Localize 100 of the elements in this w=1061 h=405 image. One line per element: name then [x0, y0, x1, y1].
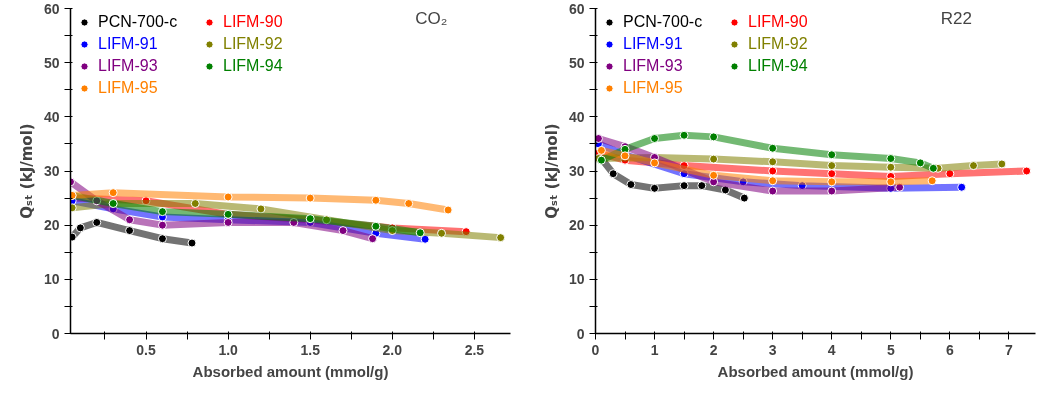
- point: [289, 217, 299, 227]
- point: [305, 193, 315, 203]
- point: [709, 154, 719, 164]
- point: [256, 204, 266, 214]
- point: [1022, 166, 1032, 176]
- y-tick-label: 20: [568, 217, 585, 234]
- point: [768, 166, 778, 176]
- legend-label: LIFM-91: [98, 35, 158, 53]
- point: [404, 199, 414, 208]
- point: [768, 176, 778, 186]
- x-tick-label: 4: [827, 341, 836, 358]
- point: [371, 221, 381, 231]
- y-tick-label: 30: [43, 163, 60, 179]
- point: [141, 196, 151, 206]
- point: [709, 132, 719, 142]
- x-axis-title: Absorbed amount (mmol/g): [192, 362, 389, 380]
- y-tick-label: 20: [43, 217, 60, 234]
- point: [957, 182, 967, 192]
- point: [679, 169, 689, 179]
- legend-label: LIFM-91: [623, 35, 683, 53]
- legend-label: LIFM-90: [223, 13, 283, 31]
- point: [679, 181, 689, 191]
- legend-label: PCN-700-c: [98, 13, 178, 31]
- point: [650, 158, 660, 168]
- point: [827, 186, 837, 196]
- point: [437, 228, 447, 238]
- x-tick-label: 2: [709, 341, 718, 358]
- y-tick-label: 60: [43, 0, 60, 17]
- point: [768, 143, 778, 153]
- point: [223, 192, 233, 202]
- point: [709, 170, 719, 180]
- y-tick-label: 50: [43, 54, 60, 71]
- point: [626, 180, 636, 190]
- point: [443, 205, 453, 215]
- point: [697, 181, 707, 191]
- legend-label: LIFM-95: [623, 79, 683, 97]
- y-tick-label: 0: [576, 325, 585, 342]
- x-tick-label: 2.0: [382, 341, 403, 358]
- point: [997, 159, 1007, 169]
- point: [608, 169, 618, 179]
- legend-label: LIFM-94: [748, 57, 808, 75]
- point: [768, 157, 778, 167]
- point: [415, 228, 425, 238]
- point: [886, 162, 896, 172]
- annotation: R22: [940, 8, 972, 28]
- point: [371, 195, 381, 205]
- point: [895, 182, 905, 192]
- x-tick-label: 1.5: [300, 341, 321, 358]
- x-tick-label: 6: [945, 341, 954, 358]
- point: [338, 226, 348, 236]
- point: [496, 233, 506, 243]
- y-tick-label: 30: [568, 163, 585, 179]
- point: [190, 199, 200, 208]
- x-axis-title: Absorbed amount (mmol/g): [717, 362, 914, 380]
- point: [720, 185, 730, 195]
- legend-label: LIFM-93: [98, 57, 158, 75]
- legend-label: LIFM-92: [748, 35, 808, 53]
- point: [322, 215, 332, 225]
- point: [461, 227, 471, 237]
- point: [108, 188, 118, 198]
- y-axis-title: Qₛₜ (kJ/mol): [17, 123, 36, 219]
- point: [125, 215, 135, 225]
- point: [738, 177, 748, 187]
- x-tick-label: 1: [650, 341, 659, 358]
- point: [827, 177, 837, 187]
- point: [187, 238, 197, 248]
- legend-label: PCN-700-c: [623, 13, 703, 31]
- point: [928, 163, 938, 173]
- point: [420, 234, 430, 244]
- x-tick-label: 7: [1005, 341, 1014, 358]
- point: [927, 176, 937, 186]
- y-tick-label: 10: [43, 271, 60, 288]
- point: [768, 186, 778, 196]
- point: [827, 169, 837, 179]
- point: [797, 181, 807, 191]
- point: [739, 193, 749, 203]
- point: [886, 177, 896, 187]
- point: [650, 183, 660, 193]
- point: [968, 161, 978, 171]
- x-tick-label: 0.5: [136, 341, 156, 358]
- point: [886, 154, 896, 164]
- legend-label: LIFM-90: [748, 13, 808, 31]
- legend-label: LIFM-93: [623, 57, 683, 75]
- x-tick-label: 5: [886, 341, 895, 358]
- point: [368, 234, 378, 244]
- legend-label: LIFM-92: [223, 35, 283, 53]
- point: [75, 223, 85, 233]
- point: [650, 134, 660, 143]
- y-axis-title: Qₛₜ (kJ/mol): [542, 123, 561, 219]
- y-tick-label: 60: [568, 0, 585, 17]
- legend-label: LIFM-94: [223, 57, 283, 75]
- y-tick-label: 40: [568, 108, 585, 125]
- x-tick-label: 3: [768, 341, 777, 358]
- point: [945, 169, 955, 179]
- point: [157, 234, 167, 244]
- point: [915, 158, 925, 168]
- y-tick-label: 0: [51, 325, 60, 342]
- x-tick-label: 2.5: [464, 341, 485, 358]
- annotation: CO₂: [415, 8, 448, 28]
- y-tick-label: 10: [568, 271, 585, 288]
